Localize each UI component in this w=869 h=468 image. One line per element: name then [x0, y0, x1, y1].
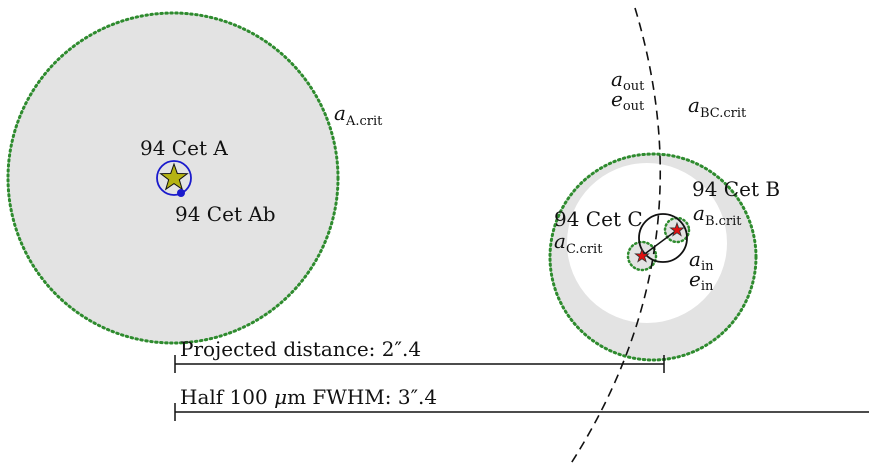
a-crit-label: aA.crit [334, 101, 383, 129]
a-out-label: aout [611, 67, 645, 94]
bc-crit-label: aBC.crit [688, 93, 747, 121]
star-a-label: 94 Cet A [140, 136, 228, 160]
scale-bar-fwhm [174, 403, 869, 421]
bc-crit-boundary [548, 152, 758, 362]
scale-bar-projected [174, 355, 665, 373]
star-ab-icon [177, 189, 185, 197]
inner-orbit [638, 213, 688, 263]
projected-distance-label: Projected distance: 2″.4 [180, 337, 421, 361]
bc-crit-region [550, 154, 756, 360]
c-crit-label: aC.crit [554, 229, 603, 257]
star-c-label: 94 Cet C [554, 207, 643, 231]
e-in-label: ein [689, 267, 714, 294]
b-crit-label: aB.crit [693, 201, 742, 229]
a-in-label: ain [689, 247, 714, 274]
fwhm-label: Half 100 μm FWHM: 3″.4 [180, 385, 437, 409]
star-b-icon [669, 221, 685, 237]
outer-orbit-arc [569, 7, 662, 466]
inner-separation-line [641, 229, 678, 257]
ab-orbit [156, 160, 192, 196]
e-out-label: eout [611, 87, 645, 114]
star-ab-label: 94 Cet Ab [175, 202, 276, 226]
star-b-label: 94 Cet B [692, 177, 780, 201]
star-c-icon [634, 247, 650, 263]
star-a-icon [159, 162, 189, 191]
